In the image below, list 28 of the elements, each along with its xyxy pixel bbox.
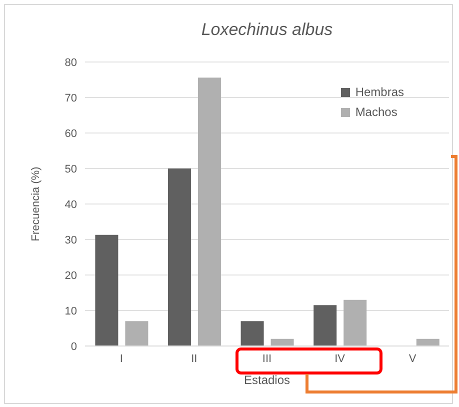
y-tick-label: 10 [64,305,77,318]
bar [168,168,191,346]
bar [125,321,148,346]
x-axis-title: Estadios [244,373,290,387]
y-tick-label: 30 [64,234,77,246]
bar [95,234,118,346]
bar [240,321,264,346]
legend-label: Machos [355,104,398,121]
x-tick-label: V [408,352,417,365]
bar [314,305,337,346]
y-tick-label: 80 [64,56,77,69]
y-tick-label: 70 [64,92,77,104]
y-tick-label: 60 [64,128,77,140]
bar [198,78,221,346]
y-tick-label: 20 [64,270,77,282]
x-tick-label: III [262,352,272,365]
x-tick-label: II [191,352,198,365]
x-tick-label: IV [334,352,346,365]
bar [344,300,367,346]
y-tick-label: 40 [64,198,77,211]
y-axis-title: Frecuencia (%) [30,166,42,242]
bar [270,338,294,346]
y-tick-label: 0 [70,340,77,353]
bar [416,338,440,346]
y-tick-label: 50 [64,163,77,176]
legend-label: Hembras [355,84,404,101]
x-tick-label: I [120,352,123,365]
chart-title: Loxechinus albus [200,20,334,40]
